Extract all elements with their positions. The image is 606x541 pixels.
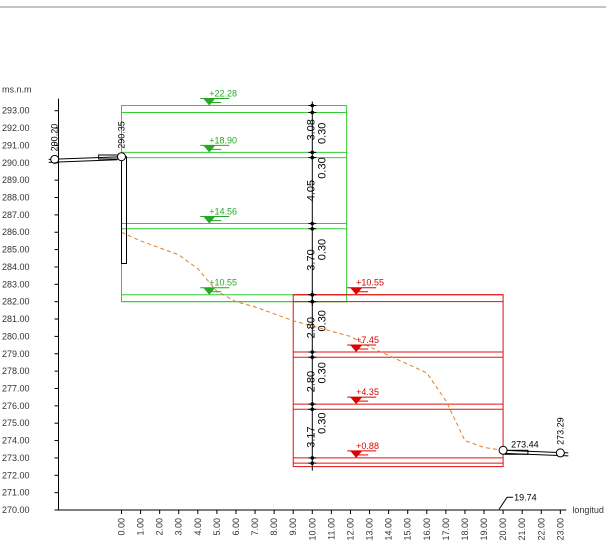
y-axis-title: ms.n.m	[2, 85, 32, 95]
annotation-leader-0	[498, 496, 514, 510]
x-tick-label-5: 5.00	[212, 518, 222, 536]
x-tick-label-23: 23.00	[555, 518, 565, 541]
node-label-0: 290.20	[50, 124, 60, 152]
red-level-label-3: +0.88	[356, 441, 379, 451]
green-dim-label-5: 3.70	[305, 249, 317, 270]
y-tick-label-6: 276.00	[2, 401, 30, 411]
x-tick-label-11: 11.00	[326, 518, 336, 540]
upstream-pipe-line	[48, 156, 122, 160]
x-axis-title: longitud	[572, 505, 604, 515]
x-tick-label-20: 20.00	[498, 518, 508, 541]
y-tick-label-15: 285.00	[2, 245, 30, 255]
x-tick-label-21: 21.00	[517, 518, 527, 541]
green-dim-label-2: 0.30	[316, 157, 328, 178]
node-label-3: 273.29	[555, 417, 565, 445]
x-tick-label-19: 19.00	[479, 518, 489, 541]
y-tick-label-11: 281.00	[2, 314, 30, 324]
green-level-label-2: +14.56	[209, 207, 237, 217]
y-tick-label-14: 284.00	[2, 262, 30, 272]
y-tick-label-2: 272.00	[2, 470, 30, 480]
y-tick-label-8: 278.00	[2, 366, 30, 376]
node-label-2: 273.44	[511, 439, 539, 449]
annotation-label-0: 19.74	[514, 492, 537, 502]
inlet-drop-shaft	[121, 156, 127, 264]
x-tick-label-0: 0.00	[117, 518, 127, 536]
green-level-marker-0	[203, 98, 216, 106]
y-tick-label-16: 286.00	[2, 227, 30, 237]
x-tick-label-7: 7.00	[250, 518, 260, 536]
x-tick-label-14: 14.00	[384, 518, 394, 541]
green-dim-label-1: 0.30	[316, 123, 328, 144]
green-level-label-0: +22.28	[209, 89, 237, 99]
y-tick-label-17: 287.00	[2, 210, 30, 220]
upstream-pipe-line-lower	[48, 159, 118, 163]
y-tick-label-13: 283.00	[2, 279, 30, 289]
red-level-marker-3	[350, 450, 363, 458]
red-level-label-1: +7.45	[356, 335, 379, 345]
y-tick-label-9: 279.00	[2, 349, 30, 359]
y-tick-label-0: 270.00	[2, 505, 30, 515]
y-tick-label-12: 282.00	[2, 297, 30, 307]
x-tick-label-9: 9.00	[288, 518, 298, 536]
y-tick-label-19: 289.00	[2, 175, 30, 185]
x-tick-label-1: 1.00	[136, 518, 146, 536]
red-dim-label-5: 3.17	[305, 426, 317, 447]
y-tick-label-23: 293.00	[2, 106, 30, 116]
x-tick-label-17: 17.00	[441, 518, 451, 541]
pipe-node-3	[555, 448, 565, 458]
x-tick-label-16: 16.00	[422, 518, 432, 541]
y-tick-label-20: 290.00	[2, 158, 30, 168]
green-level-label-1: +18.90	[209, 135, 237, 145]
red-dim-label-0: 2.80	[305, 317, 317, 338]
red-level-marker-2	[350, 397, 363, 405]
green-level-marker-1	[203, 145, 216, 153]
green-level-marker-3	[203, 287, 216, 295]
x-tick-label-4: 4.00	[193, 518, 203, 536]
x-tick-label-15: 15.00	[403, 518, 413, 541]
y-tick-label-7: 277.00	[2, 383, 30, 393]
red-level-label-0: +10.55	[356, 278, 384, 288]
green-level-marker-2	[203, 216, 216, 224]
red-dim-label-4: 0.30	[316, 412, 328, 433]
y-tick-label-3: 273.00	[2, 453, 30, 463]
x-tick-label-3: 3.00	[174, 518, 184, 536]
red-dim-label-3: 2.80	[305, 371, 317, 392]
x-tick-label-18: 18.00	[460, 518, 470, 541]
x-tick-label-6: 6.00	[231, 518, 241, 536]
green-dim-label-0: 3.08	[305, 119, 317, 140]
green-dim-label-4: 0.30	[316, 239, 328, 260]
red-level-label-2: +4.35	[356, 387, 379, 397]
y-tick-label-1: 271.00	[2, 488, 30, 498]
y-tick-label-4: 274.00	[2, 436, 30, 446]
red-level-marker-0	[350, 287, 363, 295]
node-label-1: 290.35	[117, 121, 127, 149]
y-tick-label-18: 288.00	[2, 193, 30, 203]
pipe-node-1	[117, 152, 126, 162]
y-tick-label-22: 292.00	[2, 123, 30, 133]
pipe-node-0	[50, 154, 60, 164]
pipe-node-2	[498, 445, 508, 455]
x-tick-label-13: 13.00	[365, 518, 375, 541]
x-tick-label-22: 22.00	[536, 518, 546, 541]
red-dim-label-1: 0.30	[316, 310, 328, 331]
x-tick-label-2: 2.00	[155, 518, 165, 536]
green-dim-label-3: 4.05	[305, 180, 317, 201]
x-tick-label-10: 10.00	[307, 518, 317, 541]
x-tick-label-8: 8.00	[269, 518, 279, 536]
green-level-label-3: +10.55	[209, 278, 237, 288]
y-tick-label-5: 275.00	[2, 418, 30, 428]
red-level-marker-1	[350, 345, 363, 353]
y-tick-label-10: 280.00	[2, 331, 30, 341]
red-dim-label-2: 0.30	[316, 362, 328, 383]
y-tick-label-21: 291.00	[2, 140, 30, 150]
x-tick-label-12: 12.00	[345, 518, 355, 541]
